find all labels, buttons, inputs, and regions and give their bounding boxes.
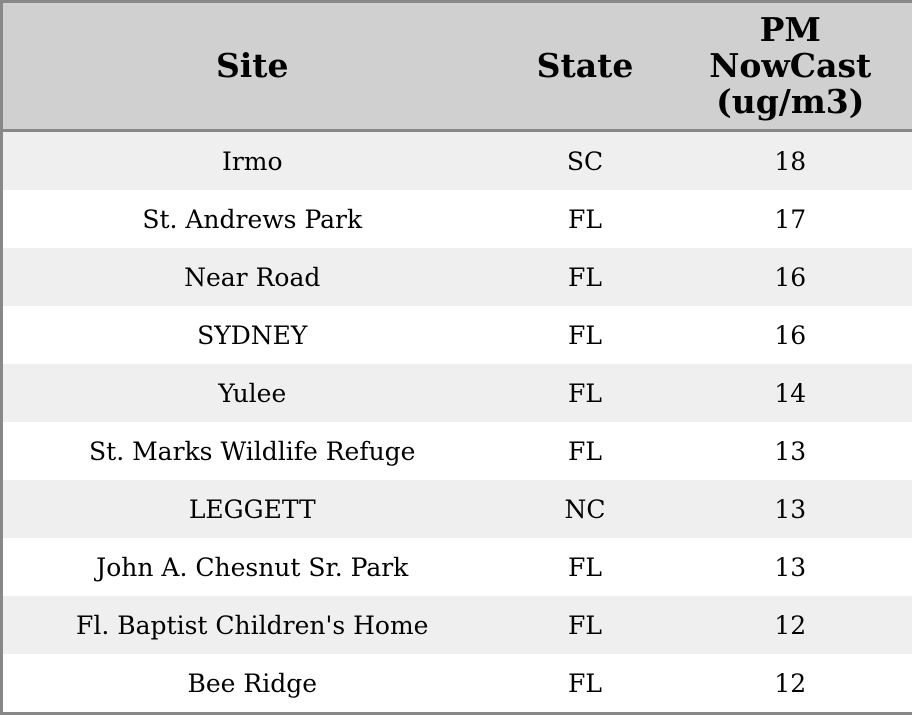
table-cell: FL bbox=[502, 364, 669, 422]
table-cell: SC bbox=[502, 131, 669, 191]
column-header-text: State bbox=[502, 48, 669, 84]
table-cell: 13 bbox=[669, 538, 912, 596]
table-cell: 16 bbox=[669, 248, 912, 306]
table-cell: 18 bbox=[669, 131, 912, 191]
column-header-text: PM NowCast (ug/m3) bbox=[695, 12, 885, 120]
table-cell: FL bbox=[502, 596, 669, 654]
table-cell: St. Marks Wildlife Refuge bbox=[2, 422, 502, 480]
table-cell: 13 bbox=[669, 422, 912, 480]
table-cell: 17 bbox=[669, 190, 912, 248]
table-cell: FL bbox=[502, 538, 669, 596]
table-cell: Yulee bbox=[2, 364, 502, 422]
table-cell: LEGGETT bbox=[2, 480, 502, 538]
table-cell: 12 bbox=[669, 654, 912, 714]
table-cell: NC bbox=[502, 480, 669, 538]
table-cell: FL bbox=[502, 248, 669, 306]
table-cell: FL bbox=[502, 306, 669, 364]
column-header-text: Site bbox=[3, 48, 502, 84]
table-cell: SYDNEY bbox=[2, 306, 502, 364]
table-cell: FL bbox=[502, 422, 669, 480]
table-cell: FL bbox=[502, 654, 669, 714]
column-header: Site bbox=[2, 2, 502, 131]
table-cell: FL bbox=[502, 190, 669, 248]
table-cell: St. Andrews Park bbox=[2, 190, 502, 248]
table-cell: 12 bbox=[669, 596, 912, 654]
table-cell: Fl. Baptist Children's Home bbox=[2, 596, 502, 654]
table-cell: Bee Ridge bbox=[2, 654, 502, 714]
table-cell: Irmo bbox=[2, 131, 502, 191]
table-cell: 13 bbox=[669, 480, 912, 538]
column-header: State bbox=[502, 2, 669, 131]
column-header: PM NowCast (ug/m3) bbox=[669, 2, 912, 131]
table-cell: 14 bbox=[669, 364, 912, 422]
table-cell: 16 bbox=[669, 306, 912, 364]
table-cell: John A. Chesnut Sr. Park bbox=[2, 538, 502, 596]
table-cell: Near Road bbox=[2, 248, 502, 306]
